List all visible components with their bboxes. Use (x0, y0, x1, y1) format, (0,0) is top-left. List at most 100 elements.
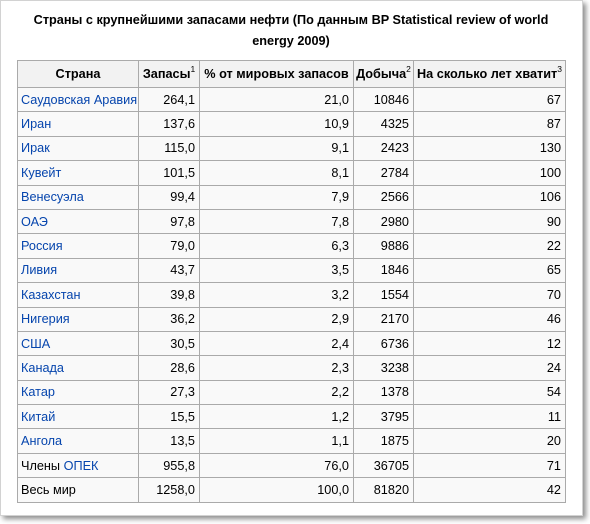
table-row: Ангола 13,5 1,1 1875 20 (17, 428, 566, 454)
share-cell: 7,8 (199, 208, 354, 235)
country-cell: Кувейт (17, 160, 139, 186)
share-cell: 9,1 (199, 135, 354, 162)
header-country: Страна (17, 60, 139, 88)
share-cell: 7,9 (199, 184, 354, 210)
country-cell: Иран (17, 111, 139, 137)
reserves-cell: 28,6 (138, 355, 200, 381)
reserves-cell: 30,5 (138, 330, 200, 357)
country-link[interactable]: Ливия (21, 263, 58, 278)
reserves-cell: 36,2 (138, 306, 200, 332)
header-label: % от мировых запасов (204, 67, 349, 81)
share-cell: 8,1 (199, 160, 354, 186)
years-cell: 12 (413, 330, 566, 357)
reserves-cell: 79,0 (138, 233, 200, 259)
table-row: Иран 137,6 10,9 4325 87 (17, 111, 566, 137)
production-cell: 4325 (353, 111, 414, 137)
country-cell: Катар (17, 379, 139, 406)
header-reserves: Запасы1 (138, 60, 200, 88)
opec-link[interactable]: ОПЕК (63, 458, 99, 473)
reserves-cell: 137,6 (138, 111, 200, 137)
years-cell: 71 (413, 452, 566, 479)
production-cell: 3238 (353, 355, 414, 381)
reserves-cell: 39,8 (138, 282, 200, 308)
reserves-cell: 115,0 (138, 135, 200, 162)
production-cell: 10846 (353, 86, 414, 113)
years-cell: 100 (413, 160, 566, 186)
country-link[interactable]: Кувейт (21, 165, 62, 180)
years-cell: 46 (413, 306, 566, 332)
country-cell: США (17, 330, 139, 357)
share-cell: 100,0 (199, 477, 354, 503)
country-cell: ОАЭ (17, 208, 139, 235)
reserves-cell: 97,8 (138, 208, 200, 235)
production-cell: 1846 (353, 257, 414, 284)
oil-reserves-table: Страна Запасы1 % от мировых запасов Добы… (17, 60, 566, 503)
header-world-share: % от мировых запасов (199, 60, 354, 88)
reserves-cell: 43,7 (138, 257, 200, 284)
share-cell: 3,5 (199, 257, 354, 284)
reserves-cell: 101,5 (138, 160, 200, 186)
share-cell: 6,3 (199, 233, 354, 259)
header-label: Добыча (356, 67, 407, 81)
table-row: Казахстан 39,8 3,2 1554 70 (17, 282, 566, 308)
header-label: Страна (55, 67, 101, 81)
production-cell: 81820 (353, 477, 414, 503)
table-header-row: Страна Запасы1 % от мировых запасов Добы… (17, 60, 566, 88)
share-cell: 2,3 (199, 355, 354, 381)
table-row-opec-total: Члены ОПЕК 955,8 76,0 36705 71 (17, 452, 566, 479)
reserves-cell: 13,5 (138, 428, 200, 454)
country-cell: Венесуэла (17, 184, 139, 210)
table-row: Канада 28,6 2,3 3238 24 (17, 355, 566, 381)
country-link[interactable]: Иран (21, 117, 52, 132)
reserves-cell: 15,5 (138, 404, 200, 430)
row-label: Члены (21, 458, 61, 473)
production-cell: 2566 (353, 184, 414, 210)
country-link[interactable]: Ирак (21, 141, 50, 156)
country-link[interactable]: Ангола (21, 434, 63, 449)
table-row: Саудовская Аравия 264,1 21,0 10846 67 (17, 86, 566, 113)
production-cell: 36705 (353, 452, 414, 479)
country-link[interactable]: Китай (21, 409, 56, 424)
country-cell: Китай (17, 404, 139, 430)
country-cell: Ливия (17, 257, 139, 284)
production-cell: 2980 (353, 208, 414, 235)
country-link[interactable]: Катар (21, 385, 55, 400)
share-cell: 10,9 (199, 111, 354, 137)
header-label: На сколько лет хватит (417, 67, 558, 81)
years-cell: 70 (413, 282, 566, 308)
table-row: ОАЭ 97,8 7,8 2980 90 (17, 208, 566, 235)
table-row: США 30,5 2,4 6736 12 (17, 330, 566, 357)
header-production: Добыча2 (353, 60, 414, 88)
country-cell: Ангола (17, 428, 139, 454)
reserves-cell: 1258,0 (138, 477, 200, 503)
country-link[interactable]: США (21, 336, 51, 351)
table-row: Россия 79,0 6,3 9886 22 (17, 233, 566, 259)
country-cell: Россия (17, 233, 139, 259)
table-row: Нигерия 36,2 2,9 2170 46 (17, 306, 566, 332)
country-link[interactable]: Россия (21, 239, 63, 254)
table-row: Венесуэла 99,4 7,9 2566 106 (17, 184, 566, 210)
years-cell: 87 (413, 111, 566, 137)
table-row: Кувейт 101,5 8,1 2784 100 (17, 160, 566, 186)
header-label: Запасы (142, 67, 191, 81)
table-row: Катар 27,3 2,2 1378 54 (17, 379, 566, 406)
reserves-cell: 955,8 (138, 452, 200, 479)
country-link[interactable]: ОАЭ (21, 214, 48, 229)
footnote-ref: 1 (190, 63, 196, 74)
years-cell: 67 (413, 86, 566, 113)
country-link[interactable]: Нигерия (21, 312, 70, 327)
country-cell: Ирак (17, 135, 139, 162)
country-link[interactable]: Венесуэла (21, 190, 84, 205)
country-link[interactable]: Казахстан (21, 287, 81, 302)
table-row: Ливия 43,7 3,5 1846 65 (17, 257, 566, 284)
production-cell: 2170 (353, 306, 414, 332)
years-cell: 24 (413, 355, 566, 381)
country-cell: Канада (17, 355, 139, 381)
production-cell: 1378 (353, 379, 414, 406)
reserves-cell: 264,1 (138, 86, 200, 113)
share-cell: 2,9 (199, 306, 354, 332)
country-cell: Казахстан (17, 282, 139, 308)
country-link[interactable]: Саудовская Аравия (21, 92, 138, 107)
production-cell: 2423 (353, 135, 414, 162)
country-link[interactable]: Канада (21, 360, 64, 375)
